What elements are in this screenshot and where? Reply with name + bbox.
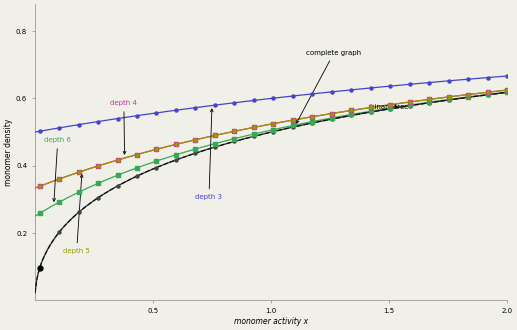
Y-axis label: monomer density: monomer density <box>4 118 13 186</box>
Text: depth 4: depth 4 <box>111 100 138 154</box>
Text: binary tree: binary tree <box>370 104 408 110</box>
Text: complete graph: complete graph <box>296 50 361 123</box>
X-axis label: monomer activity x: monomer activity x <box>234 317 308 326</box>
Text: depth 6: depth 6 <box>44 137 71 201</box>
Text: depth 5: depth 5 <box>63 175 90 254</box>
Text: depth 3: depth 3 <box>195 109 222 200</box>
